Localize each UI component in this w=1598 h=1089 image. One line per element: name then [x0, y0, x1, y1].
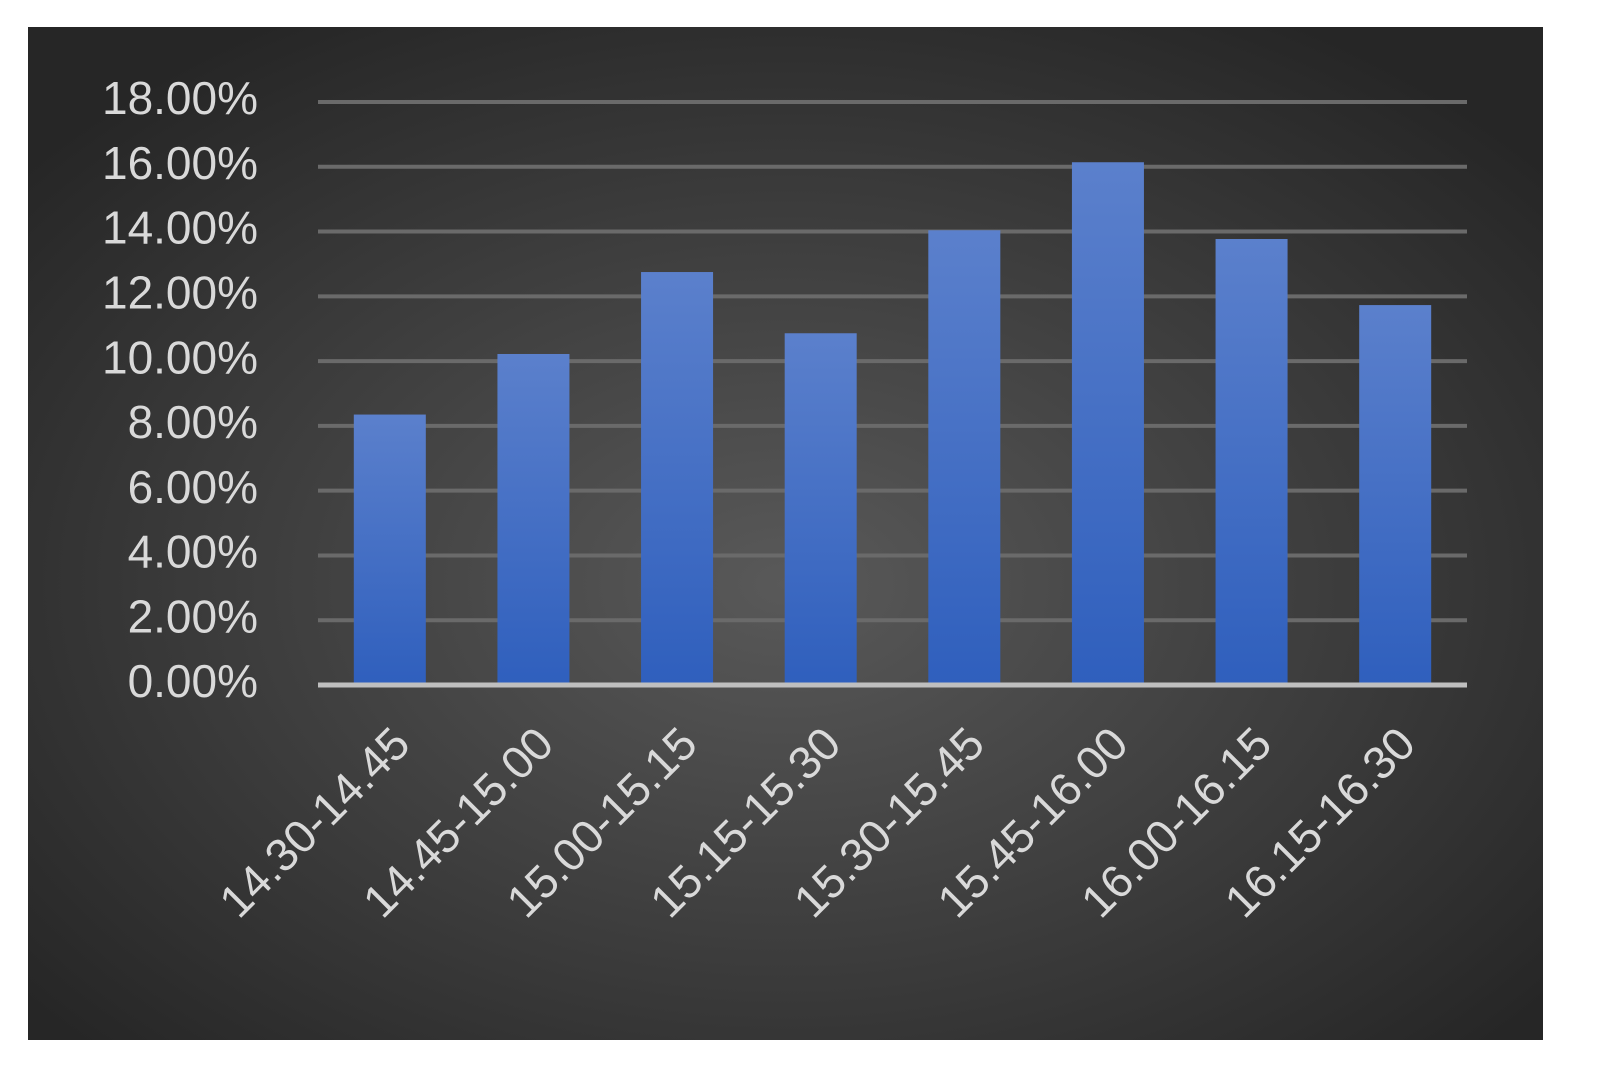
y-tick-label: 16.00%: [102, 137, 258, 189]
bar: [1359, 305, 1432, 685]
bar: [784, 333, 857, 685]
bar: [353, 414, 426, 685]
bar: [1071, 162, 1144, 685]
y-tick-label: 8.00%: [128, 396, 258, 448]
bar: [928, 230, 1001, 685]
y-tick-label: 2.00%: [128, 590, 258, 642]
bar: [1215, 239, 1288, 685]
y-tick-label: 4.00%: [128, 526, 258, 578]
y-tick-label: 18.00%: [102, 72, 258, 124]
y-tick-label: 6.00%: [128, 461, 258, 513]
bar: [641, 272, 714, 685]
y-tick-label: 10.00%: [102, 331, 258, 383]
bar: [497, 353, 570, 685]
y-tick-label: 0.00%: [128, 655, 258, 707]
y-tick-label: 14.00%: [102, 202, 258, 254]
y-tick-label: 12.00%: [102, 266, 258, 318]
